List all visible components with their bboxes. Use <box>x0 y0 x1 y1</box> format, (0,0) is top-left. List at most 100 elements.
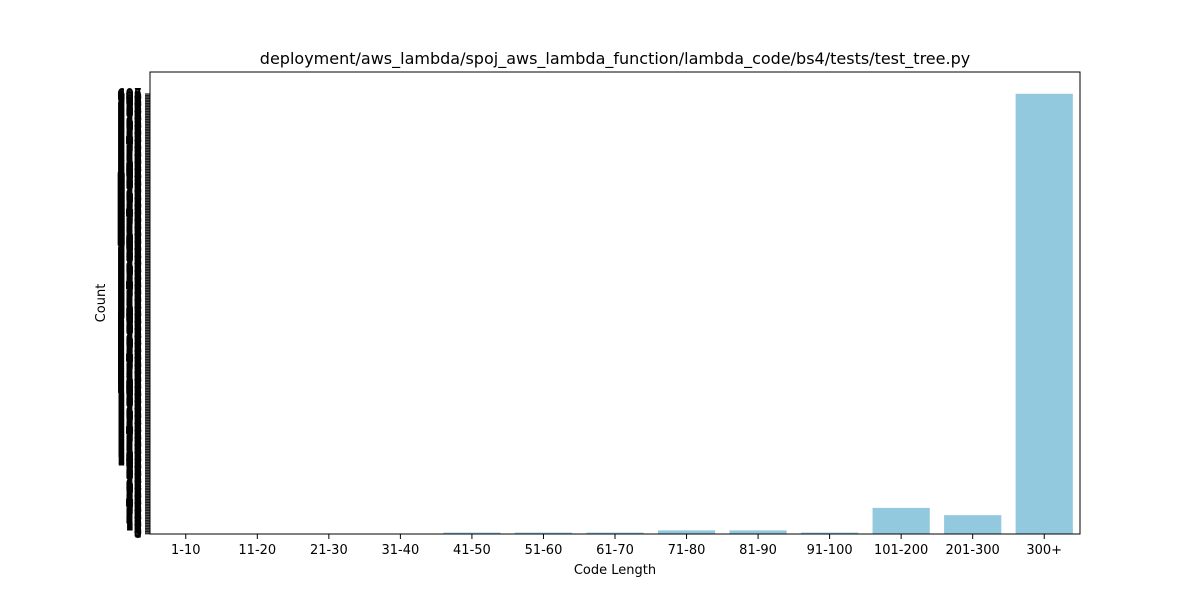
y-tick-label: 576 <box>117 109 142 124</box>
y-tick-label: 413 <box>117 227 142 242</box>
y-tick-label: 197 <box>117 384 142 399</box>
y-tick-label: 361 <box>117 265 142 280</box>
y-tick-label: 524 <box>117 147 142 162</box>
y-tick-label: 168 <box>117 405 142 420</box>
y-tick-label: 126 <box>117 436 142 451</box>
y-tick-label: 496 <box>117 167 142 182</box>
y-tick-label: 26 <box>125 508 142 523</box>
y-tick-label: 453 <box>117 198 142 213</box>
y-tick-label: 137 <box>117 428 142 443</box>
y-tick-label: 187 <box>117 391 142 406</box>
y-tick-label: 209 <box>117 375 142 390</box>
y-tick-label: 331 <box>117 287 142 302</box>
y-tick-label: 514 <box>117 154 142 169</box>
y-tick-label: 402 <box>117 235 142 250</box>
y-tick-label: 574 <box>117 111 142 126</box>
y-tick-label: 417 <box>117 225 142 240</box>
y-tick-label: 249 <box>117 346 142 361</box>
y-tick-label: 435 <box>117 212 142 227</box>
y-tick-label: 596 <box>117 95 142 110</box>
y-tick-label: 87 <box>125 464 142 479</box>
y-tick-label: 555 <box>117 124 142 139</box>
y-tick-label: 586 <box>117 102 142 117</box>
y-tick-label: 62 <box>125 482 142 497</box>
y-tick-label: 134 <box>117 430 142 445</box>
y-tick-label: 607 <box>117 87 142 102</box>
y-tick-label: 234 <box>117 357 142 372</box>
y-tick-label: 102 <box>117 453 142 468</box>
y-tick-label: 528 <box>117 144 142 159</box>
y-tick-label: 457 <box>117 196 142 211</box>
y-tick-label: 27 <box>125 507 142 522</box>
y-tick-label: 135 <box>117 429 142 444</box>
y-tick-label: 99 <box>125 455 142 470</box>
y-tick-label: 276 <box>117 327 142 342</box>
y-tick-label: 179 <box>117 397 142 412</box>
y-tick-label: 259 <box>117 339 142 354</box>
y-tick-label: 387 <box>117 246 142 261</box>
y-tick-label: 409 <box>117 230 142 245</box>
y-tick-label: 64 <box>125 481 142 496</box>
y-tick-label: 162 <box>117 410 142 425</box>
bar-101-200 <box>872 507 930 534</box>
y-tick-label: 204 <box>117 379 142 394</box>
y-tick-label: 200 <box>117 382 142 397</box>
y-tick-label: 117 <box>117 442 142 457</box>
y-tick-label: 461 <box>117 193 142 208</box>
y-tick-label: 283 <box>117 322 142 337</box>
y-tick-label: 190 <box>117 389 142 404</box>
y-tick-label: 393 <box>117 242 142 257</box>
y-tick-label: 344 <box>117 278 142 293</box>
x-axis-label: Code Length <box>574 563 656 578</box>
x-tick-label: 51-60 <box>525 543 563 558</box>
y-tick-label: 605 <box>117 88 142 103</box>
y-tick-label: 121 <box>117 439 142 454</box>
y-tick-label: 22 <box>125 511 142 526</box>
y-tick-label: 20 <box>125 512 142 527</box>
y-tick-label: 242 <box>117 351 142 366</box>
y-tick-label: 188 <box>117 391 142 406</box>
y-tick-label: 419 <box>117 223 142 238</box>
y-tick-label: 73 <box>125 474 142 489</box>
y-tick-label: 384 <box>117 248 142 263</box>
y-tick-label: 262 <box>117 337 142 352</box>
y-tick-label: 333 <box>117 285 142 300</box>
y-tick-label: 183 <box>117 394 142 409</box>
y-axis-ticks: 0123456789101112131415161718192021222324… <box>117 87 150 542</box>
y-tick-label: 232 <box>117 359 142 374</box>
y-tick-label: 251 <box>117 345 142 360</box>
y-tick-label: 151 <box>117 417 142 432</box>
y-tick-label: 587 <box>117 101 142 116</box>
y-tick-label: 502 <box>117 163 142 178</box>
x-tick-label: 21-30 <box>310 543 348 558</box>
y-tick-label: 554 <box>117 125 142 140</box>
y-tick-label: 490 <box>117 172 142 187</box>
y-tick-label: 516 <box>117 153 142 168</box>
y-tick-label: 95 <box>125 458 142 473</box>
y-tick-label: 584 <box>117 103 142 118</box>
y-tick-label: 30 <box>125 505 142 520</box>
y-tick-label: 113 <box>117 445 142 460</box>
y-tick-label: 515 <box>117 153 142 168</box>
x-tick-label: 31-40 <box>381 543 419 558</box>
y-tick-label: 394 <box>117 241 142 256</box>
y-tick-label: 31 <box>125 505 142 520</box>
y-tick-label: 388 <box>117 246 142 261</box>
y-tick-label: 493 <box>117 169 142 184</box>
y-tick-label: 381 <box>117 251 142 266</box>
x-tick-label: 81-90 <box>739 543 777 558</box>
y-tick-label: 123 <box>117 438 142 453</box>
y-tick-label: 268 <box>117 333 142 348</box>
y-tick-label: 446 <box>117 204 142 219</box>
y-tick-label: 478 <box>117 180 142 195</box>
y-tick-label: 521 <box>117 149 142 164</box>
y-tick-label: 567 <box>117 116 142 131</box>
y-tick-label: 177 <box>117 399 142 414</box>
x-tick-label: 1-10 <box>171 543 201 558</box>
y-tick-label: 601 <box>117 91 142 106</box>
y-tick-label: 155 <box>117 415 142 430</box>
y-tick-label: 158 <box>117 412 142 427</box>
y-tick-label: 248 <box>117 347 142 362</box>
y-tick-label: 465 <box>117 190 142 205</box>
y-tick-label: 511 <box>117 156 142 171</box>
